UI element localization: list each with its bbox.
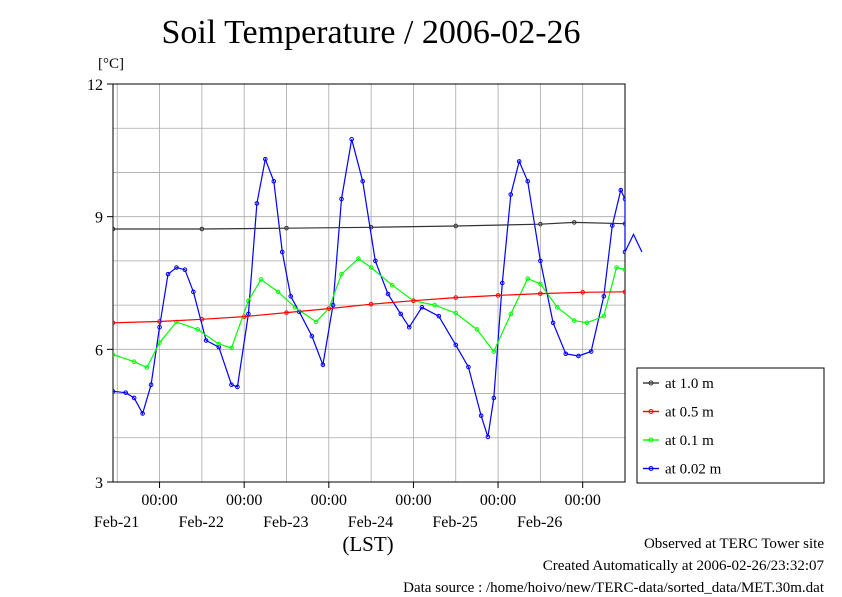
legend-marker — [648, 409, 654, 414]
y-tick-label: 9 — [95, 210, 103, 227]
data-point — [554, 305, 560, 310]
x-tick-date-label: Feb-26 — [517, 514, 562, 531]
chart-title: Soil Temperature / 2006-02-26 — [161, 14, 581, 51]
x-axis-label: (LST) — [342, 532, 394, 556]
y-axis-unit: [°C] — [98, 56, 124, 72]
data-point — [398, 311, 404, 317]
legend-label: at 1.0 m — [665, 376, 714, 392]
data-point — [474, 327, 480, 332]
data-point — [491, 349, 497, 354]
data-point — [406, 324, 412, 330]
data-point — [131, 395, 137, 401]
series-line — [112, 291, 626, 324]
created-note: Created Automatically at 2006-02-26/23:3… — [542, 558, 824, 574]
x-tick-date-label: Feb-23 — [263, 514, 308, 531]
data-point — [622, 249, 625, 255]
data-point — [389, 282, 395, 288]
data-point — [356, 256, 361, 261]
legend-marker — [648, 437, 654, 443]
x-tick-date-label: Feb-21 — [94, 514, 139, 531]
legend-label: at 0.5 m — [665, 405, 714, 421]
x-tick-time-label: 00:00 — [480, 492, 516, 509]
y-tick-label: 3 — [95, 475, 103, 492]
data-point — [313, 319, 319, 325]
legend-box — [636, 367, 825, 484]
data-source-note: Data source : /home/hoivo/new/TERC-data/… — [403, 580, 824, 596]
observed-note: Observed at TERC Tower site — [643, 536, 824, 552]
data-point — [246, 298, 251, 303]
data-point — [275, 289, 281, 295]
x-tick-date-label: Feb-24 — [348, 514, 393, 531]
legend-label: at 0.02 m — [665, 462, 722, 478]
x-tick-date-label: Feb-25 — [432, 514, 477, 531]
x-tick-time-label: 00:00 — [311, 492, 347, 509]
series-line — [112, 139, 643, 438]
legend-marker — [648, 466, 654, 471]
data-point — [538, 281, 543, 287]
data-point — [339, 271, 344, 277]
data-point — [195, 327, 200, 332]
data-point — [309, 333, 315, 339]
y-tick-label: 6 — [95, 342, 103, 359]
data-point — [525, 276, 530, 281]
x-tick-time-label: 00:00 — [564, 492, 600, 509]
series-line — [113, 221, 626, 230]
data-point — [419, 305, 425, 310]
data-point — [453, 342, 459, 348]
x-tick-time-label: 00:00 — [226, 492, 262, 509]
legend-marker — [648, 380, 654, 386]
data-point — [258, 277, 264, 282]
legend-label: at 0.1 m — [665, 433, 714, 449]
plot-frame — [112, 83, 626, 483]
x-tick-time-label: 00:00 — [395, 492, 431, 509]
series-line — [112, 257, 626, 369]
data-point — [622, 196, 625, 202]
data-point — [508, 311, 514, 317]
x-tick-date-label: Feb-22 — [179, 514, 224, 531]
data-point — [385, 291, 391, 297]
data-point — [144, 365, 150, 370]
data-point — [436, 313, 442, 319]
data-point — [368, 265, 374, 270]
y-tick-label: 12 — [87, 77, 103, 94]
x-tick-time-label: 00:00 — [141, 492, 177, 509]
data-point — [131, 359, 137, 365]
